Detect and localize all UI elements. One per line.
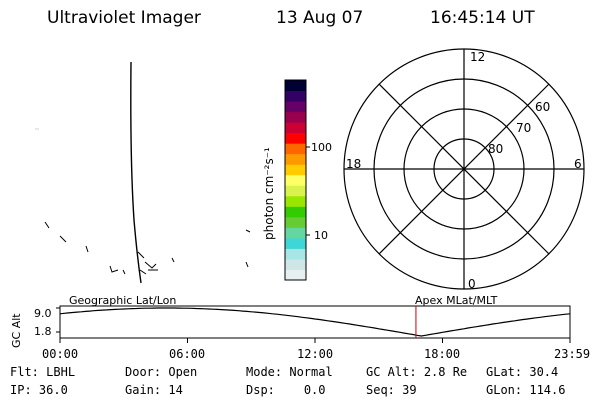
colorbar-segment xyxy=(285,195,306,207)
mode-field: Mode: Normal xyxy=(246,365,333,379)
glat-field: GLat: 30.4 xyxy=(486,365,559,379)
mode-value: Normal xyxy=(289,365,333,379)
ip-field: IP: 36.0 xyxy=(10,383,68,397)
gcalt-value: 2.8 Re xyxy=(423,365,468,379)
colorbar-segment xyxy=(285,174,306,186)
colorbar-segment xyxy=(285,185,306,197)
geographic-image-panel xyxy=(35,61,251,284)
colorbar-segment xyxy=(285,227,306,239)
gcalt-field: GC Alt: 2.8 Re xyxy=(366,365,468,379)
seq-field: Seq: 39 xyxy=(366,383,417,397)
colorbar-segment xyxy=(285,164,306,176)
flt-value: LBHL xyxy=(46,365,76,379)
dsp-field: Dsp: 0.0 xyxy=(246,383,326,397)
dsp-value: 0.0 xyxy=(303,383,326,397)
gain-value: 14 xyxy=(168,383,183,397)
ytick-high: 9.0 xyxy=(34,307,52,320)
image-date: 13 Aug 07 xyxy=(276,8,364,28)
timeline-frame xyxy=(59,305,571,339)
colorbar-segment xyxy=(285,153,306,165)
altitude-curve xyxy=(59,307,571,337)
mlat-ring-60: 60 xyxy=(535,100,550,114)
seq-value: 39 xyxy=(402,383,417,397)
ytick-low: 1.8 xyxy=(34,325,52,338)
mlat-ring-80: 80 xyxy=(488,142,503,156)
xtick-0600: 06:00 xyxy=(169,347,206,361)
colorbar-segment xyxy=(285,90,306,102)
xtick-1800: 18:00 xyxy=(424,347,461,361)
colorbar-segment xyxy=(285,132,306,144)
mlt-label-0: 0 xyxy=(468,277,476,291)
ip-value: 36.0 xyxy=(38,383,68,397)
colorbar-segment xyxy=(285,248,306,260)
colorbar-segment xyxy=(285,101,306,113)
polar-mlt-plot: 12 0 18 6 60 70 80 xyxy=(343,48,585,291)
terminator-line xyxy=(130,61,142,284)
colorbar-tick-10: 10 xyxy=(314,229,328,242)
coastline-fragments xyxy=(44,221,251,275)
colorbar-segment xyxy=(285,80,306,92)
gain-field: Gain: 14 xyxy=(125,383,183,397)
colorbar-segment xyxy=(285,258,306,270)
door-value: Open xyxy=(168,365,198,379)
colorbar-segment xyxy=(285,269,306,281)
colorbar-segment xyxy=(285,206,306,218)
color-scale-bar xyxy=(284,79,310,281)
mlt-label-12: 12 xyxy=(470,50,485,64)
gc-alt-axis-label: GC Alt xyxy=(10,313,23,348)
colorbar-segment xyxy=(285,216,306,228)
flt-field: Flt: LBHL xyxy=(10,365,76,379)
glon-field: GLon: 114.6 xyxy=(486,383,566,397)
colorbar-segment xyxy=(285,143,306,155)
apex-panel-title: Apex MLat/MLT xyxy=(415,294,498,307)
door-field: Door: Open xyxy=(125,365,198,379)
altitude-timeline-plot xyxy=(56,305,571,343)
colorbar-unit-label: photon cm⁻²s⁻¹ xyxy=(262,147,276,240)
colorbar-segment xyxy=(285,111,306,123)
colorbar-tick-100: 100 xyxy=(311,141,332,154)
mlat-ring-70: 70 xyxy=(516,121,531,135)
xtick-0000: 00:00 xyxy=(42,347,79,361)
glon-value: 114.6 xyxy=(529,383,566,397)
glat-value: 30.4 xyxy=(529,365,559,379)
mlt-label-6: 6 xyxy=(574,157,582,171)
colorbar-segment xyxy=(285,237,306,249)
xtick-1200: 12:00 xyxy=(297,347,334,361)
geographic-panel-title: Geographic Lat/Lon xyxy=(69,294,177,307)
colorbar-segment xyxy=(285,122,306,134)
instrument-title: Ultraviolet Imager xyxy=(47,8,201,28)
xtick-2359: 23:59 xyxy=(554,347,591,361)
image-time: 16:45:14 UT xyxy=(430,8,535,28)
mlt-label-18: 18 xyxy=(346,157,361,171)
